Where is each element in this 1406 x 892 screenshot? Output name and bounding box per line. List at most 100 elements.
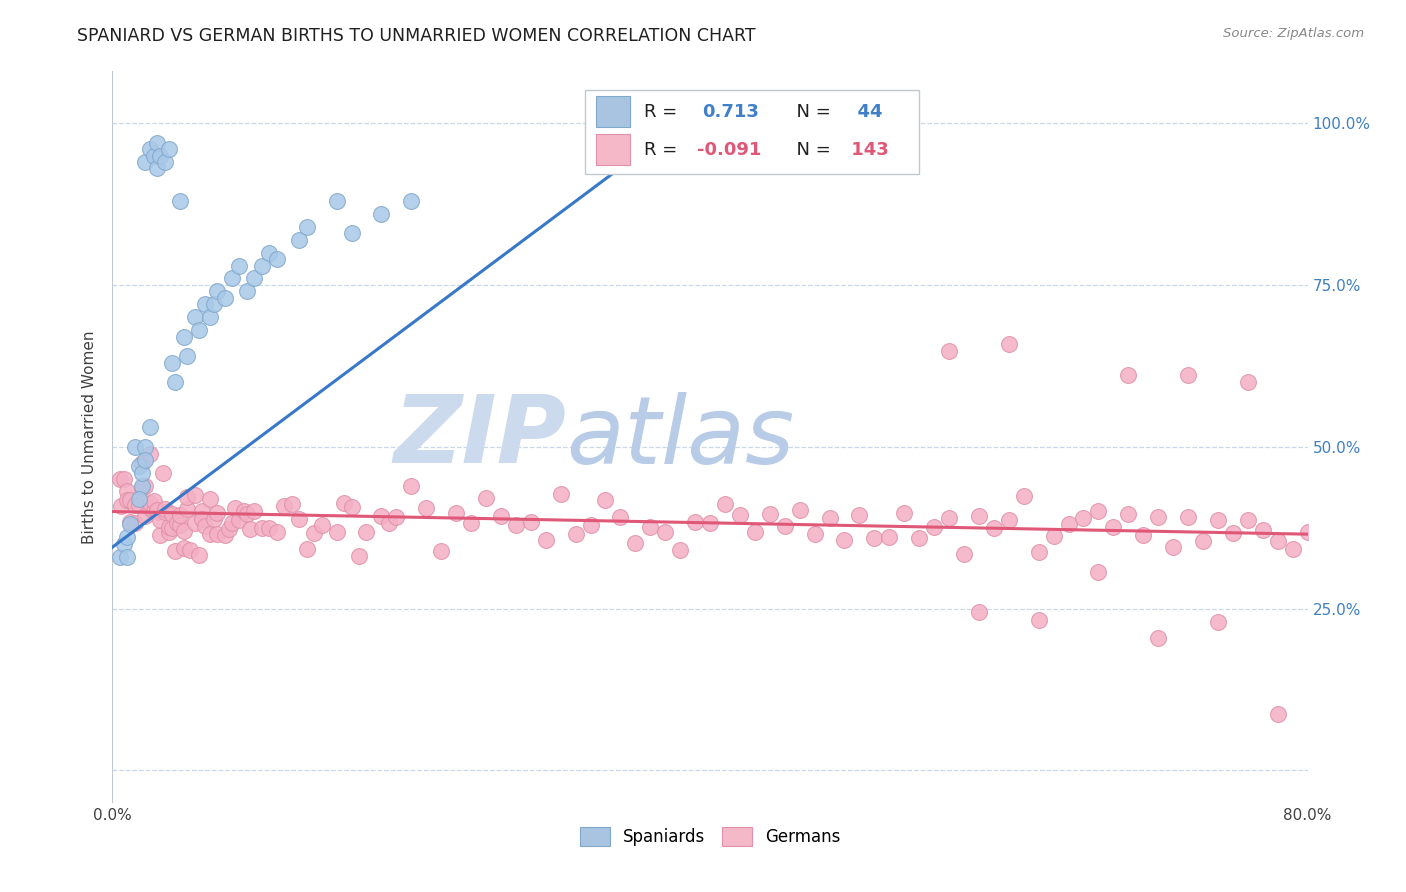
- Point: [624, 536, 647, 550]
- Point: [640, 520, 662, 534]
- Point: [803, 527, 825, 541]
- Point: [1042, 529, 1064, 543]
- Point: [1147, 632, 1170, 646]
- Point: [198, 310, 221, 325]
- Point: [176, 490, 198, 504]
- Point: [967, 606, 990, 620]
- Point: [1057, 516, 1080, 531]
- Point: [194, 518, 217, 533]
- Point: [162, 507, 183, 521]
- FancyBboxPatch shape: [585, 90, 920, 174]
- Point: [1132, 528, 1154, 542]
- Point: [120, 515, 142, 529]
- Point: [124, 516, 146, 530]
- Point: [325, 525, 347, 540]
- Point: [818, 511, 841, 525]
- Point: [983, 521, 1005, 535]
- Point: [893, 506, 915, 520]
- Text: Source: ZipAtlas.com: Source: ZipAtlas.com: [1223, 27, 1364, 40]
- Point: [273, 499, 295, 513]
- Point: [143, 503, 166, 517]
- Point: [401, 479, 423, 493]
- Point: [863, 531, 886, 545]
- Point: [266, 252, 288, 266]
- Point: [1296, 525, 1319, 540]
- Point: [475, 491, 498, 505]
- Point: [117, 483, 139, 498]
- Point: [173, 541, 195, 555]
- Point: [146, 502, 169, 516]
- Point: [1267, 706, 1289, 721]
- Text: N =: N =: [786, 103, 831, 120]
- Point: [124, 499, 146, 513]
- Point: [143, 148, 166, 162]
- Point: [134, 452, 156, 467]
- Point: [205, 285, 228, 299]
- Point: [938, 511, 960, 525]
- Point: [131, 466, 153, 480]
- Point: [1073, 511, 1095, 525]
- Point: [302, 525, 325, 540]
- Point: [169, 518, 191, 533]
- Point: [173, 330, 195, 344]
- Point: [288, 233, 311, 247]
- Point: [228, 513, 250, 527]
- Point: [848, 508, 870, 522]
- Point: [165, 544, 187, 558]
- Legend: Spaniards, Germans: Spaniards, Germans: [572, 821, 848, 853]
- FancyBboxPatch shape: [596, 96, 630, 127]
- Point: [953, 547, 976, 561]
- Point: [595, 492, 617, 507]
- Point: [1147, 510, 1170, 524]
- Point: [146, 505, 169, 519]
- Point: [131, 478, 153, 492]
- Point: [120, 517, 142, 532]
- Point: [183, 310, 205, 325]
- Point: [218, 522, 240, 536]
- Point: [202, 297, 225, 311]
- Point: [908, 532, 931, 546]
- Point: [1237, 375, 1260, 389]
- Point: [108, 472, 131, 486]
- Point: [340, 226, 363, 240]
- Point: [120, 492, 142, 507]
- Point: [1267, 533, 1289, 548]
- Point: [1161, 540, 1184, 554]
- Point: [1087, 504, 1109, 518]
- Point: [157, 524, 180, 539]
- Point: [176, 349, 198, 363]
- Point: [221, 271, 243, 285]
- Point: [117, 549, 139, 564]
- Point: [117, 530, 139, 544]
- Point: [108, 549, 131, 564]
- Point: [228, 259, 250, 273]
- Point: [205, 506, 228, 520]
- Point: [236, 285, 259, 299]
- Point: [520, 515, 543, 529]
- Point: [1192, 534, 1215, 549]
- Point: [609, 510, 631, 524]
- Text: 0.713: 0.713: [702, 103, 759, 120]
- Point: [415, 501, 437, 516]
- Point: [1102, 520, 1125, 534]
- Point: [139, 420, 162, 434]
- Point: [550, 487, 572, 501]
- Point: [744, 524, 766, 539]
- Point: [191, 512, 214, 526]
- Point: [325, 194, 347, 208]
- Point: [149, 148, 172, 162]
- Point: [489, 508, 512, 523]
- Point: [1118, 507, 1140, 521]
- Point: [1028, 544, 1050, 558]
- Point: [169, 508, 191, 522]
- Point: [356, 524, 378, 539]
- Text: ZIP: ZIP: [394, 391, 567, 483]
- Point: [1087, 565, 1109, 579]
- Point: [444, 506, 467, 520]
- Text: 143: 143: [845, 141, 889, 159]
- Point: [224, 501, 246, 516]
- Point: [564, 527, 586, 541]
- Point: [1177, 509, 1199, 524]
- Point: [214, 291, 236, 305]
- Point: [773, 519, 796, 533]
